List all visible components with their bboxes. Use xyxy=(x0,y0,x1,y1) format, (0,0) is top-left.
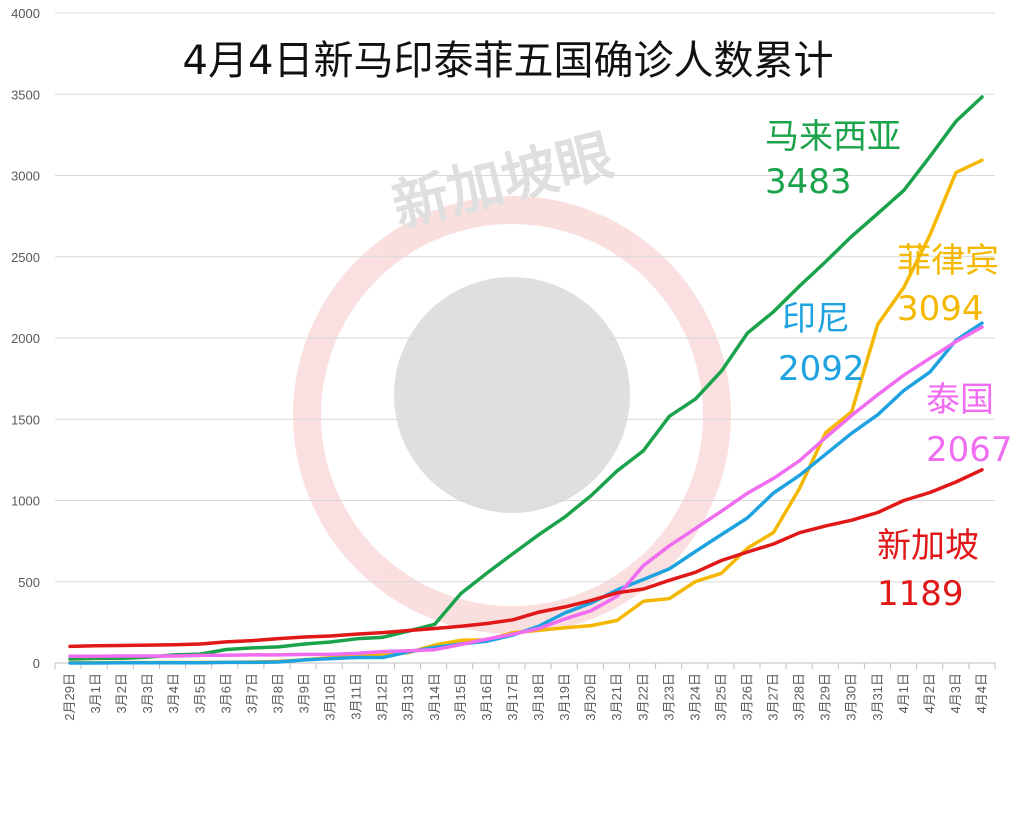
x-tick-label: 3月31日 xyxy=(870,673,885,721)
x-tick-label: 4月3日 xyxy=(948,673,963,713)
x-tick-label: 3月13日 xyxy=(401,673,416,721)
x-tick-label: 3月18日 xyxy=(531,673,546,721)
x-tick-label: 3月4日 xyxy=(166,673,181,713)
watermark-disc xyxy=(394,277,630,513)
x-tick-label: 3月15日 xyxy=(453,673,468,721)
x-tick-label: 3月16日 xyxy=(479,673,494,721)
x-tick-label: 3月27日 xyxy=(766,673,781,721)
x-tick-label: 3月7日 xyxy=(244,673,259,713)
chart-title: 4月4日新马印泰菲五国确诊人数累计 xyxy=(183,38,834,84)
y-tick-label: 3500 xyxy=(11,87,40,102)
series-line xyxy=(68,95,984,661)
x-tick-label: 3月10日 xyxy=(323,673,338,721)
series-name-label: 泰国 xyxy=(926,380,994,420)
x-tick-label: 3月21日 xyxy=(609,673,624,721)
x-tick-label: 3月5日 xyxy=(192,673,207,713)
x-tick-label: 3月30日 xyxy=(844,673,859,721)
series-line xyxy=(68,325,984,658)
x-tick-label: 3月3日 xyxy=(140,673,155,713)
y-tick-label: 1500 xyxy=(11,412,40,427)
x-tick-label: 3月25日 xyxy=(713,673,728,721)
y-tick-label: 1000 xyxy=(11,494,40,509)
series-name-label: 新加坡 xyxy=(877,526,979,566)
x-tick-label: 3月20日 xyxy=(583,673,598,721)
x-tick-label: 3月24日 xyxy=(687,673,702,721)
x-tick-label: 3月19日 xyxy=(557,673,572,721)
series-value-label: 2067 xyxy=(926,430,1013,470)
x-tick-label: 3月8日 xyxy=(270,673,285,713)
series-name-label: 印尼 xyxy=(782,299,850,339)
x-tick-label: 4月4日 xyxy=(974,673,989,713)
series-line xyxy=(68,468,984,649)
x-tick-label: 3月1日 xyxy=(88,673,103,713)
y-tick-label: 0 xyxy=(33,656,40,671)
x-tick-label: 3月23日 xyxy=(661,673,676,721)
x-tick-label: 2月29日 xyxy=(62,673,77,721)
gridlines xyxy=(55,12,995,664)
series-value-label: 3483 xyxy=(765,162,852,202)
y-tick-label: 2000 xyxy=(11,331,40,346)
x-tick-label: 3月14日 xyxy=(427,673,442,721)
y-tick-label: 2500 xyxy=(11,250,40,265)
series-labels: 马来西亚 3483 菲律宾 3094 印尼 2092 泰国 2067 新加坡 1189 xyxy=(765,117,1013,614)
x-tick-label: 3月9日 xyxy=(297,673,312,713)
x-tick-label: 3月26日 xyxy=(739,673,754,721)
series-name-label: 菲律宾 xyxy=(897,241,999,281)
y-tick-label: 3000 xyxy=(11,169,40,184)
x-tick-label: 4月2日 xyxy=(922,673,937,713)
series-lines xyxy=(68,95,984,665)
x-tick-label: 3月28日 xyxy=(792,673,807,721)
x-axis-ticks: 2月29日 3月1日 3月2日 3月3日 3月4日 3月5日 3月6日 3月7日 3月8日 3月9… xyxy=(54,663,996,721)
y-tick-label: 500 xyxy=(18,575,40,590)
x-tick-label: 4月1日 xyxy=(896,673,911,713)
x-tick-label: 3月2日 xyxy=(114,673,129,713)
x-tick-label: 3月22日 xyxy=(635,673,650,721)
series-value-label: 3094 xyxy=(897,289,984,329)
series-value-label: 1189 xyxy=(877,574,964,614)
x-tick-label: 3月6日 xyxy=(218,673,233,713)
series-value-label: 2092 xyxy=(778,349,865,389)
x-tick-label: 3月12日 xyxy=(375,673,390,721)
watermark: 新加坡眼 xyxy=(293,123,731,634)
x-tick-label: 3月29日 xyxy=(818,673,833,721)
x-tick-label: 3月11日 xyxy=(349,673,364,720)
y-tick-label: 4000 xyxy=(11,6,40,21)
series-name-label: 马来西亚 xyxy=(765,117,901,157)
x-tick-label: 3月17日 xyxy=(505,673,520,721)
y-axis-ticks: 0 500 1000 1500 2000 2500 3000 3500 4000 xyxy=(11,6,40,671)
